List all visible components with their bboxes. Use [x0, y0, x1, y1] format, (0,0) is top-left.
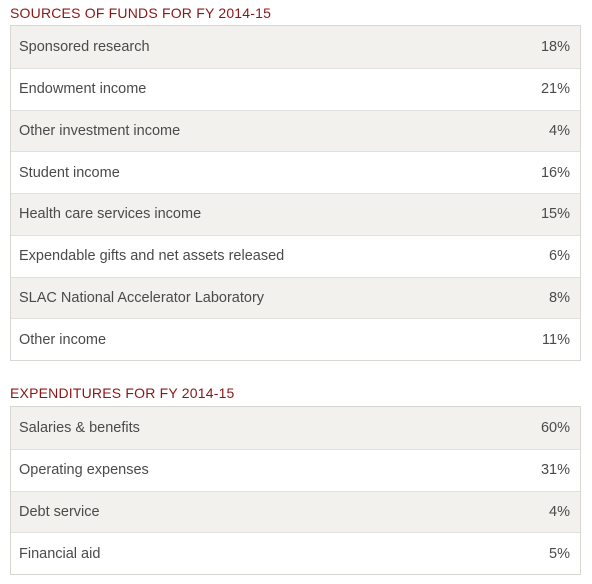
- row-value: 21%: [540, 81, 570, 98]
- row-value: 31%: [540, 462, 570, 479]
- table-row: Health care services income 15%: [11, 193, 580, 235]
- row-label: Sponsored research: [19, 38, 150, 55]
- row-value: 4%: [549, 503, 570, 520]
- table-row: Endowment income 21%: [11, 67, 580, 110]
- row-value: 15%: [540, 206, 570, 223]
- row-value: 8%: [549, 289, 570, 306]
- sources-of-funds-table: Sponsored research 18% Endowment income …: [10, 25, 581, 361]
- table-row: Operating expenses 31%: [11, 448, 580, 491]
- row-label: Student income: [19, 164, 120, 181]
- row-value: 60%: [540, 419, 570, 436]
- table-row: Other income 11%: [11, 318, 580, 360]
- table-row: Debt service 4%: [11, 490, 580, 533]
- row-label: Endowment income: [19, 81, 147, 98]
- row-label: Salaries & benefits: [19, 419, 140, 436]
- table-row: Sponsored research 18%: [11, 26, 580, 68]
- table-row: Expendable gifts and net assets released…: [11, 234, 580, 277]
- expenditures-table: Salaries & benefits 60% Operating expens…: [10, 406, 581, 575]
- row-value: 6%: [549, 248, 570, 265]
- row-label: Expendable gifts and net assets released: [19, 248, 285, 265]
- row-label: Health care services income: [19, 206, 202, 223]
- table-row: Other investment income 4%: [11, 109, 580, 152]
- row-value: 4%: [549, 122, 570, 139]
- row-value: 5%: [549, 545, 570, 562]
- row-label: Other investment income: [19, 122, 181, 139]
- table-row: Student income 16%: [11, 151, 580, 193]
- row-label: Financial aid: [19, 545, 101, 562]
- row-value: 16%: [540, 164, 570, 181]
- row-value: 11%: [542, 331, 570, 348]
- row-label: SLAC National Accelerator Laboratory: [19, 289, 265, 306]
- row-label: Other income: [19, 331, 107, 348]
- row-label: Debt service: [19, 503, 100, 520]
- table-row: Financial aid 5%: [11, 532, 580, 574]
- expenditures-title: EXPENDITURES FOR FY 2014-15: [10, 385, 235, 401]
- sources-of-funds-title: SOURCES OF FUNDS FOR FY 2014-15: [10, 5, 272, 21]
- row-label: Operating expenses: [19, 462, 149, 479]
- row-value: 18%: [540, 38, 570, 55]
- table-row: Salaries & benefits 60%: [11, 407, 580, 449]
- table-row: SLAC National Accelerator Laboratory 8%: [11, 276, 580, 319]
